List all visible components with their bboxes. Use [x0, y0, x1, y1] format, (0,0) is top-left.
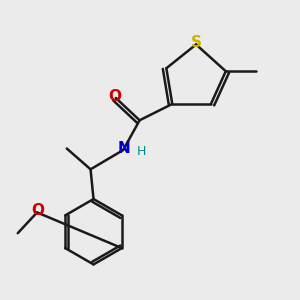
Text: S: S [191, 34, 202, 50]
Text: N: N [118, 141, 130, 156]
Text: O: O [31, 203, 44, 218]
Text: O: O [108, 89, 121, 104]
Text: H: H [136, 145, 146, 158]
